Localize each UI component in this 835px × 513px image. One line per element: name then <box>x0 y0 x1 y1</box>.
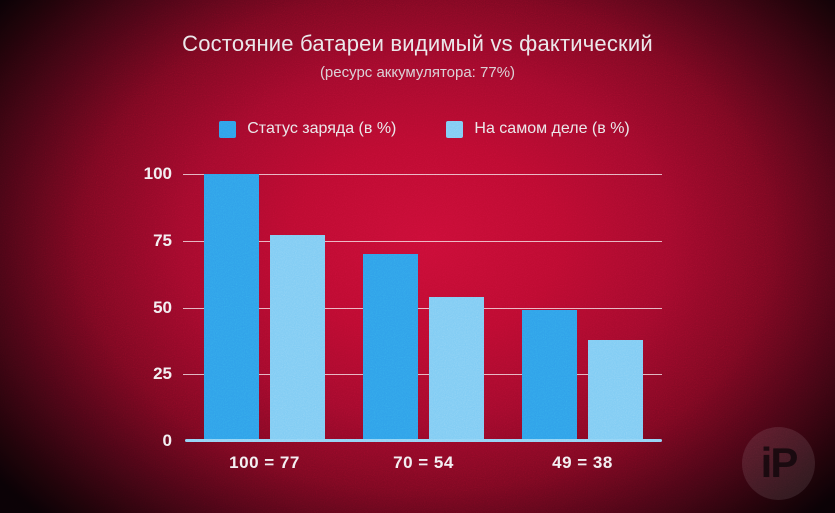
y-tick-100: 100 <box>143 164 172 183</box>
x-axis-line <box>185 439 662 442</box>
legend-swatch-charge-status <box>219 120 237 138</box>
y-tick-50: 50 <box>153 297 172 317</box>
legend-item-actual: На самом деле (в %) <box>446 120 630 138</box>
chart-subtitle: (ресурс аккумулятора: 77%) <box>319 64 516 81</box>
chart-title: Состояние батареи видимый vs фактический <box>182 31 653 56</box>
bar-visible-group3 <box>522 310 577 441</box>
y-tick-0: 0 <box>162 431 172 450</box>
plot-area <box>183 174 662 441</box>
x-category-label-2: 70 = 54 <box>393 453 454 472</box>
y-tick-25: 25 <box>153 364 172 384</box>
x-category-label-1: 100 = 77 <box>229 453 300 472</box>
bar-visible-group2 <box>363 254 418 441</box>
bar-actual-group1 <box>270 235 325 441</box>
legend-swatch-actual <box>446 120 464 138</box>
x-axis-labels: 100 = 77 70 = 54 49 = 38 <box>185 453 662 475</box>
legend-label-actual: На самом деле (в %) <box>474 120 630 137</box>
y-axis-labels: 0 25 50 75 100 <box>100 164 172 450</box>
x-category-label-3: 49 = 38 <box>552 453 613 472</box>
bar-actual-group3 <box>588 339 643 441</box>
y-tick-75: 75 <box>153 230 172 250</box>
legend-item-charge-status: Статус заряда (в %) <box>219 120 396 138</box>
bar-visible-group1 <box>204 174 259 441</box>
legend-label-charge-status: Статус заряда (в %) <box>247 120 397 137</box>
bar-actual-group2 <box>429 296 484 441</box>
ip-logo: iP <box>742 427 815 500</box>
chart-legend: Статус заряда (в %) На самом деле (в %) <box>0 120 835 138</box>
ip-logo-text: iP <box>760 438 799 486</box>
